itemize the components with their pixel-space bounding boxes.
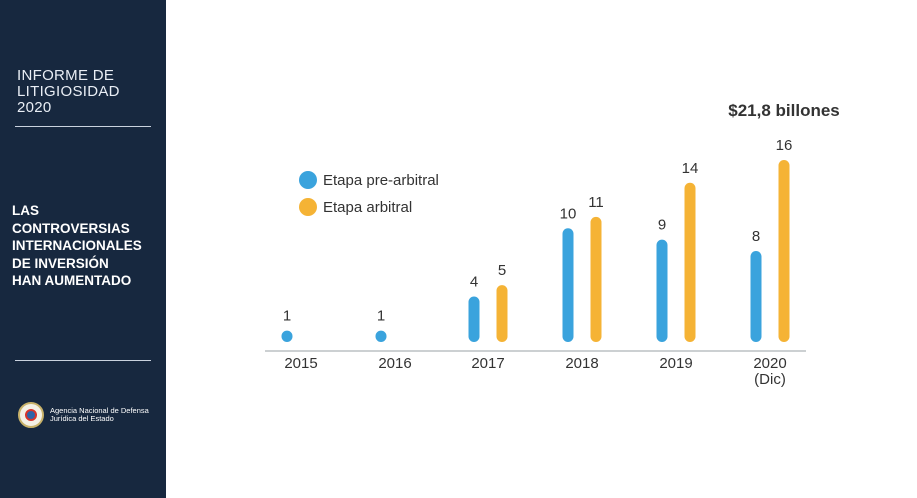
bar-pre-arbitral-2019 bbox=[656, 239, 668, 342]
legend-marker-pre-arbitral bbox=[299, 171, 317, 189]
x-tick-sublabel-2020: (Dic) bbox=[754, 371, 786, 388]
data-label-pre-arbitral-2018: 10 bbox=[560, 205, 577, 222]
legend-label-pre-arbitral: Etapa pre-arbitral bbox=[323, 172, 439, 189]
bar-pre-arbitral-2015 bbox=[281, 330, 293, 342]
x-tick-label-2018: 2018 bbox=[565, 355, 598, 372]
x-tick-label-2016: 2016 bbox=[378, 355, 411, 372]
report-title-line: 2020 bbox=[17, 99, 52, 116]
data-label-pre-arbitral-2019: 9 bbox=[658, 217, 666, 234]
legend-marker-arbitral bbox=[299, 198, 317, 216]
headline-line: LAS bbox=[12, 203, 39, 218]
data-label-arbitral-2020: 16 bbox=[776, 137, 793, 154]
data-label-pre-arbitral-2016: 1 bbox=[377, 308, 385, 325]
bar-pre-arbitral-2020 bbox=[750, 251, 762, 342]
x-tick-label-2019: 2019 bbox=[659, 355, 692, 372]
data-label-arbitral-2018: 11 bbox=[588, 194, 604, 211]
bar-arbitral-2017 bbox=[496, 285, 508, 342]
agency-name: Agencia Nacional de Defensa Jurídica del… bbox=[50, 405, 149, 424]
x-tick-label-2015: 2015 bbox=[284, 355, 317, 372]
bar-arbitral-2018 bbox=[590, 216, 602, 342]
x-tick-label-2020: 2020 bbox=[753, 355, 786, 372]
report-title-line: LITIGIOSIDAD bbox=[17, 83, 120, 100]
data-label-pre-arbitral-2020: 8 bbox=[752, 228, 760, 245]
headline-line: INTERNACIONALES bbox=[12, 238, 142, 253]
headline-line: DE INVERSIÓN bbox=[12, 255, 109, 271]
bar-pre-arbitral-2017 bbox=[468, 296, 480, 342]
report-title-line: INFORME DE bbox=[17, 67, 115, 84]
data-label-arbitral-2017: 5 bbox=[498, 262, 506, 279]
agency-name-line: Jurídica del Estado bbox=[50, 414, 114, 423]
bar-arbitral-2020 bbox=[778, 160, 790, 342]
coat-of-arms-icon bbox=[18, 402, 44, 428]
top-divider bbox=[15, 126, 151, 127]
headline-line: CONTROVERSIAS bbox=[12, 220, 130, 236]
data-label-arbitral-2019: 14 bbox=[682, 160, 699, 177]
sidebar: INFORME DE LITIGIOSIDAD 2020 LAS CONTROV… bbox=[0, 0, 166, 498]
bottom-divider bbox=[15, 360, 151, 361]
agency-logo: Agencia Nacional de Defensa Jurídica del… bbox=[18, 402, 149, 428]
x-tick-label-2017: 2017 bbox=[471, 355, 504, 372]
headline-line: HAN AUMENTADO bbox=[12, 273, 132, 288]
agency-name-line: Agencia Nacional de Defensa bbox=[50, 405, 149, 415]
data-label-pre-arbitral-2017: 4 bbox=[470, 274, 478, 291]
report-title: INFORME DE LITIGIOSIDAD 2020 bbox=[17, 68, 157, 116]
total-annotation: $21,8 billones bbox=[728, 101, 840, 120]
bar-arbitral-2019 bbox=[684, 182, 696, 342]
headline: LAS CONTROVERSIAS INTERNACIONALES DE INV… bbox=[12, 202, 164, 290]
bar-pre-arbitral-2018 bbox=[562, 228, 574, 342]
legend-label-arbitral: Etapa arbitral bbox=[323, 199, 412, 216]
data-label-pre-arbitral-2015: 1 bbox=[283, 308, 291, 325]
bar-pre-arbitral-2016 bbox=[375, 330, 387, 342]
